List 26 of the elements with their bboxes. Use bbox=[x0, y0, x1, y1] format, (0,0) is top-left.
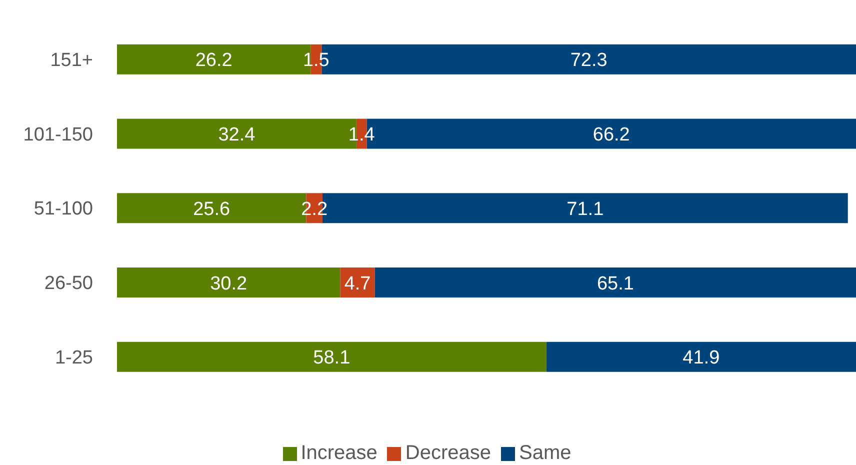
bar bbox=[117, 268, 340, 298]
data-label: 30.2 bbox=[210, 273, 248, 294]
data-label: 66.2 bbox=[592, 124, 630, 146]
legend-label: Increase bbox=[300, 442, 378, 464]
bar bbox=[546, 342, 856, 372]
data-label: 41.9 bbox=[682, 348, 720, 369]
data-label: 25.6 bbox=[193, 198, 230, 220]
y-tick-label: 26-50 bbox=[44, 273, 93, 294]
data-label: 32.4 bbox=[218, 124, 256, 146]
data-label: 58.1 bbox=[313, 348, 350, 369]
y-tick-label: 151+ bbox=[50, 50, 93, 71]
bar bbox=[117, 342, 546, 372]
y-tick-label: 51-100 bbox=[34, 198, 93, 220]
data-label: 1.5 bbox=[302, 50, 330, 72]
y-tick-label: 1-25 bbox=[54, 348, 93, 369]
bar bbox=[340, 268, 375, 298]
data-label: 1.4 bbox=[348, 124, 376, 146]
bar bbox=[374, 268, 856, 298]
data-label: 71.1 bbox=[566, 198, 604, 220]
data-label: 26.2 bbox=[195, 50, 232, 72]
legend-label: Same bbox=[519, 442, 572, 464]
data-label: 65.1 bbox=[596, 273, 634, 294]
y-tick-label: 101-150 bbox=[23, 124, 93, 146]
legend-label: Decrease bbox=[405, 442, 492, 464]
data-label: 4.7 bbox=[344, 273, 371, 294]
data-label: 72.3 bbox=[570, 50, 608, 72]
